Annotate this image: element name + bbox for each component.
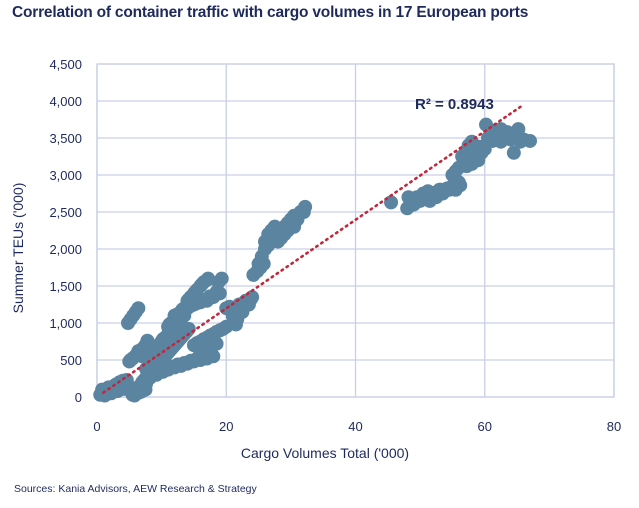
chart-title: Correlation of container traffic with ca… [12,4,529,21]
y-tick-label: 4,500 [49,57,82,72]
x-tick-label: 20 [219,419,233,434]
y-tick-label: 2,500 [49,205,82,220]
y-tick-label: 4,000 [49,94,82,109]
y-tick-label: 2,000 [49,242,82,257]
data-point [511,122,526,137]
x-tick-label: 60 [478,419,492,434]
data-point [131,301,146,316]
y-tick-label: 0 [75,390,82,405]
x-axis-title: Cargo Volumes Total ('000) [241,445,409,461]
y-axis-title: Summer TEUs ('000) [10,183,26,314]
data-point [230,312,245,327]
y-tick-label: 3,500 [49,131,82,146]
data-point [298,199,313,214]
data-point [522,133,537,148]
trendline-layer [102,103,525,394]
y-tick-label: 1,000 [49,316,82,331]
r-squared-label: R² = 0.8943 [415,96,494,113]
data-point [453,178,468,193]
data-points [93,117,537,403]
x-tick-label: 40 [348,419,362,434]
chart-source: Sources: Kania Advisors, AEW Research & … [14,483,257,495]
x-tick-label: 80 [607,419,621,434]
x-tick-label: 0 [93,419,100,434]
data-point [216,321,231,336]
y-tick-label: 1,500 [49,279,82,294]
y-tick-label: 3,000 [49,168,82,183]
grid-lines [96,63,615,398]
data-point [243,292,258,307]
data-point [506,145,521,160]
scatter-chart: 0 500 1,000 1,500 2,000 2,500 3,000 3,500 4,000 4… [10,57,621,461]
data-point [214,271,229,286]
data-point [256,256,271,271]
trendline [102,103,525,394]
tick-labels: 0 500 1,000 1,500 2,000 2,500 3,000 3,500 4,000 4… [49,57,621,434]
data-point [179,324,194,339]
plot-border [96,63,615,398]
y-tick-label: 500 [60,353,82,368]
